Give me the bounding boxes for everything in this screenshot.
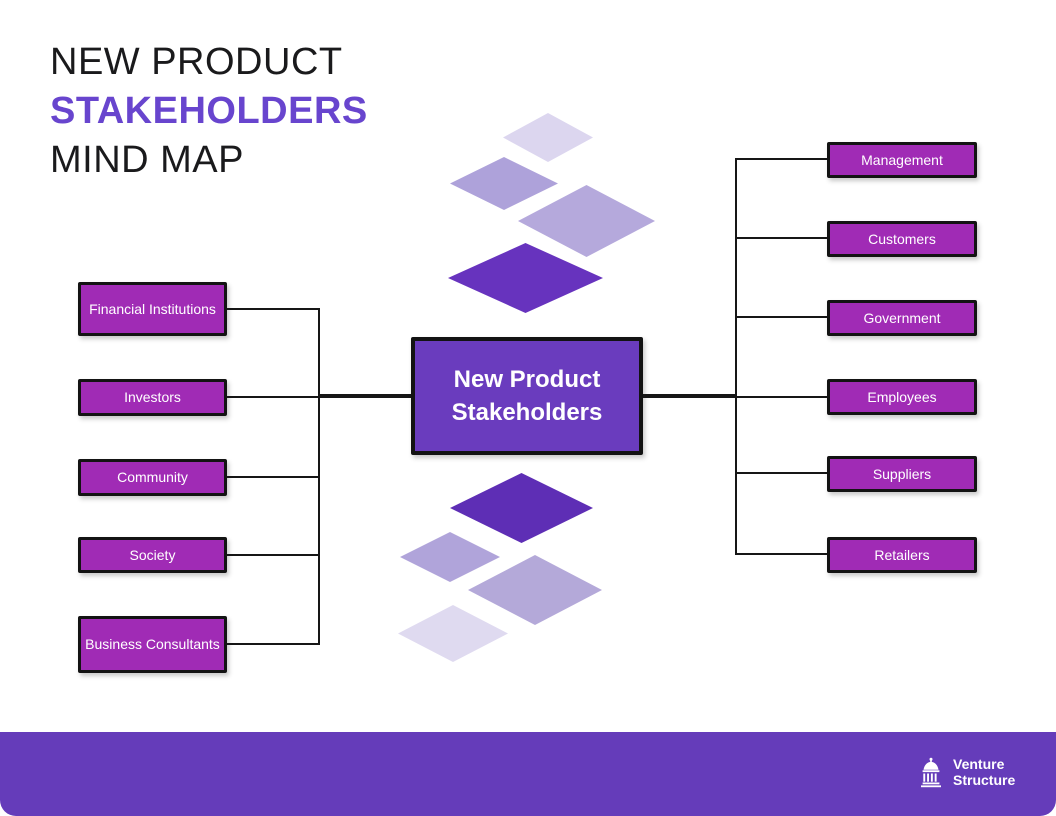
node-government: Government <box>827 300 977 336</box>
connector-line <box>224 476 320 478</box>
node-label: Management <box>861 151 943 168</box>
connector-center-right <box>641 394 737 398</box>
node-management: Management <box>827 142 977 178</box>
connector-line <box>224 308 320 310</box>
node-label: Community <box>117 469 188 485</box>
connector-line <box>224 396 320 398</box>
title-line-3: MIND MAP <box>50 139 244 181</box>
connector-line <box>736 158 830 160</box>
decor-diamond <box>448 243 603 313</box>
node-label: Society <box>129 546 176 563</box>
node-community: Community <box>78 459 227 496</box>
title-line-2: STAKEHOLDERS <box>50 90 368 132</box>
decor-diamond <box>400 532 500 582</box>
node-label: Financial Institutions <box>89 300 216 317</box>
node-customers: Customers <box>827 221 977 257</box>
connector-trunk-left <box>318 308 320 645</box>
connector-line <box>736 316 830 318</box>
brand-name-line-2: Structure <box>953 772 1016 788</box>
node-label: Retailers <box>874 546 930 563</box>
node-society: Society <box>78 537 227 573</box>
brand-logo: Venture Structure <box>918 756 1015 788</box>
capitol-icon <box>918 757 944 788</box>
node-suppliers: Suppliers <box>827 456 977 492</box>
connector-line <box>736 553 830 555</box>
center-node-label: New Product Stakeholders <box>451 366 603 426</box>
node-label: Business Consultants <box>85 636 220 652</box>
footer-bar <box>0 732 1056 816</box>
node-business-consultants: Business Consultants <box>78 616 227 673</box>
connector-line <box>224 554 320 556</box>
decor-diamond <box>450 473 593 543</box>
decor-diamond <box>398 605 508 662</box>
node-label: Customers <box>868 230 936 247</box>
title-line-1: NEW PRODUCT <box>50 41 343 83</box>
connector-line <box>736 396 830 398</box>
page-title: NEW PRODUCT STAKEHOLDERS MIND MAP <box>50 38 368 185</box>
decor-diamond <box>518 185 655 257</box>
node-investors: Investors <box>78 379 227 416</box>
node-label: Employees <box>867 388 937 405</box>
decor-diamond <box>468 555 602 625</box>
center-node: New Product Stakeholders <box>411 337 643 455</box>
node-employees: Employees <box>827 379 977 415</box>
brand-name: Venture Structure <box>953 756 1015 788</box>
node-financial-institutions: Financial Institutions <box>78 282 227 336</box>
connector-trunk-right <box>735 158 737 555</box>
connector-line <box>736 472 830 474</box>
brand-name-line-1: Venture <box>953 756 1005 772</box>
connector-line <box>736 237 830 239</box>
connector-center-left <box>318 394 413 398</box>
node-retailers: Retailers <box>827 537 977 573</box>
decor-diamond <box>503 113 593 162</box>
node-label: Investors <box>124 389 181 405</box>
connector-line <box>224 643 320 645</box>
decor-diamond <box>450 157 558 210</box>
node-label: Government <box>863 309 941 326</box>
node-label: Suppliers <box>872 465 932 482</box>
